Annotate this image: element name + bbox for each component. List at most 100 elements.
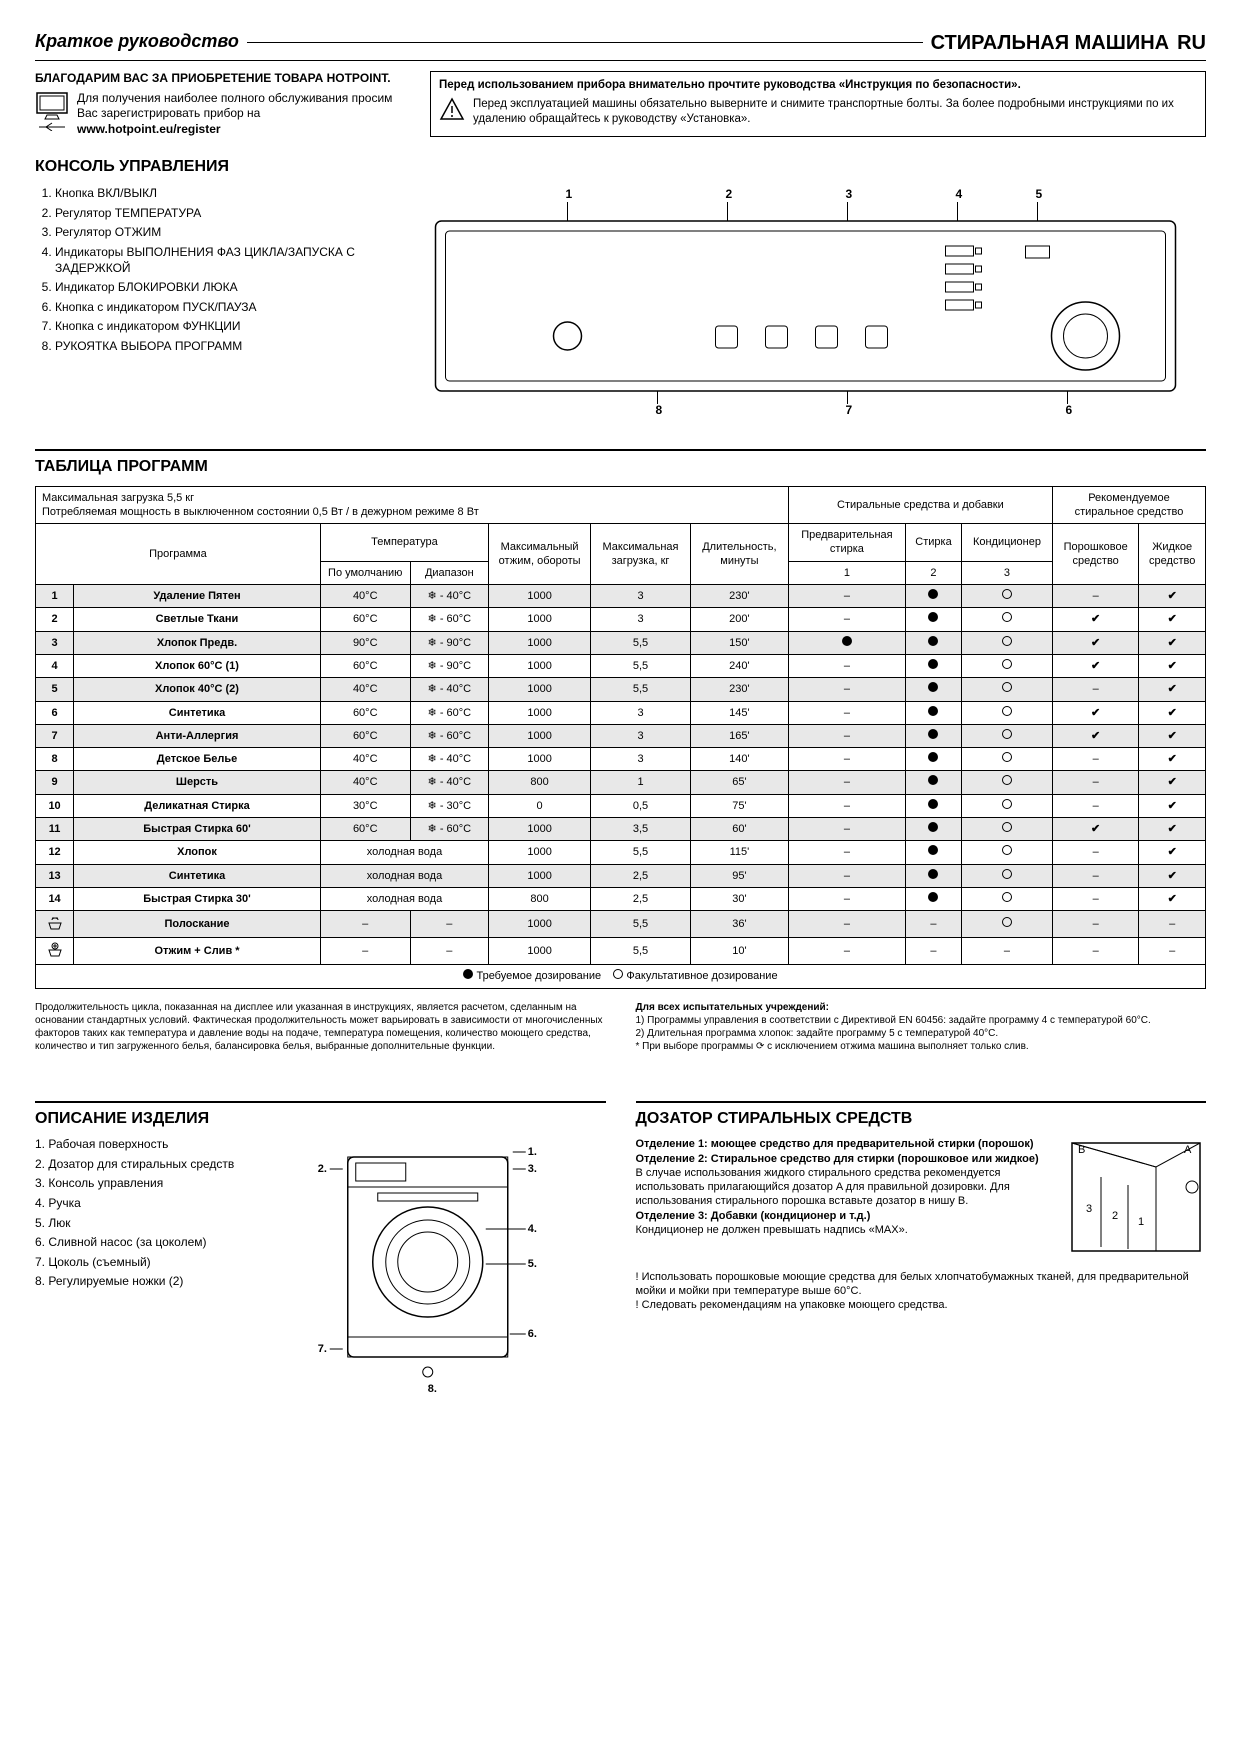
cell-powder	[1052, 794, 1138, 817]
cell-temp-range: ❄ - 40°C	[410, 678, 489, 701]
dash-icon	[844, 870, 850, 882]
cell-cond	[962, 771, 1053, 794]
required-dot-icon	[928, 612, 938, 622]
desc-list: 1. Рабочая поверхность2. Дозатор для сти…	[35, 1137, 255, 1402]
cell-name: Полоскание	[74, 911, 321, 938]
max-load-cell: Максимальная загрузка 5,5 кг Потребляема…	[36, 486, 789, 524]
cell-prewash	[788, 841, 905, 864]
cell-cond	[962, 748, 1053, 771]
cell-duration: 240'	[690, 654, 788, 677]
required-dot-icon	[928, 799, 938, 809]
optional-dot-icon	[1002, 682, 1012, 692]
svg-text:2: 2	[1112, 1210, 1118, 1222]
optional-dot-icon	[1002, 892, 1012, 902]
cell-temp-default: 40°C	[320, 748, 410, 771]
svg-text:8.: 8.	[428, 1383, 437, 1395]
cell-load: 3	[591, 701, 691, 724]
header-rule	[247, 42, 923, 43]
cell-wash	[905, 841, 961, 864]
required-dot-icon	[928, 706, 938, 716]
optional-dot-icon	[1002, 659, 1012, 669]
cell-num: 1	[36, 585, 74, 608]
product-description: ОПИСАНИЕ ИЗДЕЛИЯ 1. Рабочая поверхность2…	[35, 1083, 606, 1402]
cell-temp-default: –	[320, 911, 410, 938]
program-row: 7Анти-Аллергия60°C❄ - 60°C10003165'	[36, 724, 1206, 747]
optional-dot-icon	[1002, 917, 1012, 927]
cell-name: Деликатная Стирка	[74, 794, 321, 817]
cell-prewash	[788, 701, 905, 724]
cell-liquid	[1139, 585, 1206, 608]
svg-text:A: A	[1184, 1144, 1192, 1156]
cell-num	[36, 911, 74, 938]
bottom-sections: ОПИСАНИЕ ИЗДЕЛИЯ 1. Рабочая поверхность2…	[35, 1083, 1206, 1402]
spin-drain-icon	[46, 945, 64, 957]
svg-text:7.: 7.	[318, 1343, 327, 1355]
cell-prewash	[788, 864, 905, 887]
cell-num: 7	[36, 724, 74, 747]
cell-num: 14	[36, 887, 74, 910]
dash-icon	[1093, 893, 1099, 905]
check-icon	[1168, 613, 1177, 625]
cell-load: 3	[591, 748, 691, 771]
check-icon	[1168, 776, 1177, 788]
cell-spin: 1000	[489, 631, 591, 654]
thanks-block: БЛАГОДАРИМ ВАС ЗА ПРИОБРЕТЕНИЕ ТОВАРА HO…	[35, 71, 415, 137]
optional-dot-icon	[1002, 612, 1012, 622]
cell-prewash	[788, 818, 905, 841]
dash-icon	[844, 660, 850, 672]
cell-liquid	[1139, 938, 1206, 965]
cell-prewash	[788, 771, 905, 794]
cell-spin: 800	[489, 771, 591, 794]
cell-temp-range: –	[410, 938, 489, 965]
dash-icon	[844, 753, 850, 765]
required-dot-icon	[928, 636, 938, 646]
console-label-4: 4	[956, 187, 963, 201]
cell-duration: 95'	[690, 864, 788, 887]
dash-icon	[1093, 870, 1099, 882]
optional-dot-icon	[1002, 775, 1012, 785]
cell-spin: 1000	[489, 841, 591, 864]
cell-temp-range: ❄ - 30°C	[410, 794, 489, 817]
console-label-3: 3	[846, 187, 853, 201]
console-label-5: 5	[1036, 187, 1043, 201]
cell-temp-default: 60°C	[320, 724, 410, 747]
cell-powder	[1052, 864, 1138, 887]
cell-duration: 230'	[690, 678, 788, 701]
cell-duration: 200'	[690, 608, 788, 631]
cell-wash	[905, 864, 961, 887]
cell-duration: 30'	[690, 887, 788, 910]
notes-right: Для всех испытательных учреждений: 1) Пр…	[636, 1001, 1207, 1053]
cell-liquid	[1139, 887, 1206, 910]
required-dot-icon	[928, 775, 938, 785]
disp-heading: ДОЗАТОР СТИРАЛЬНЫХ СРЕДСТВ	[636, 1101, 1207, 1130]
dispenser-section: ДОЗАТОР СТИРАЛЬНЫХ СРЕДСТВ Отделение 1: …	[636, 1083, 1207, 1402]
cell-spin: 1000	[489, 654, 591, 677]
cell-load: 3	[591, 585, 691, 608]
cell-temp-default: 60°C	[320, 701, 410, 724]
cell-temp-cold: холодная вода	[320, 887, 488, 910]
cell-liquid	[1139, 864, 1206, 887]
optional-dot-icon	[1002, 869, 1012, 879]
product-title: СТИРАЛЬНАЯ МАШИНА	[931, 30, 1170, 56]
cell-powder	[1052, 585, 1138, 608]
dash-icon	[844, 730, 850, 742]
dash-icon	[1093, 945, 1099, 957]
console-label-6: 6	[1066, 403, 1073, 417]
svg-text:3: 3	[1086, 1203, 1092, 1215]
cell-spin: 1000	[489, 911, 591, 938]
cell-powder	[1052, 678, 1138, 701]
check-icon	[1091, 660, 1100, 672]
col-program: Программа	[36, 524, 321, 585]
cell-name: Синтетика	[74, 701, 321, 724]
dash-icon	[1169, 918, 1175, 930]
dash-icon	[1093, 590, 1099, 602]
check-icon	[1168, 683, 1177, 695]
svg-text:6.: 6.	[528, 1328, 537, 1340]
cell-duration: 65'	[690, 771, 788, 794]
svg-text:1: 1	[1138, 1216, 1144, 1228]
cell-liquid	[1139, 654, 1206, 677]
cell-load: 5,5	[591, 841, 691, 864]
cell-temp-range: ❄ - 60°C	[410, 724, 489, 747]
program-row: Отжим + Слив *––10005,510'	[36, 938, 1206, 965]
console-list: Кнопка ВКЛ/ВЫКЛРегулятор ТЕМПЕРАТУРАРегу…	[35, 186, 375, 431]
